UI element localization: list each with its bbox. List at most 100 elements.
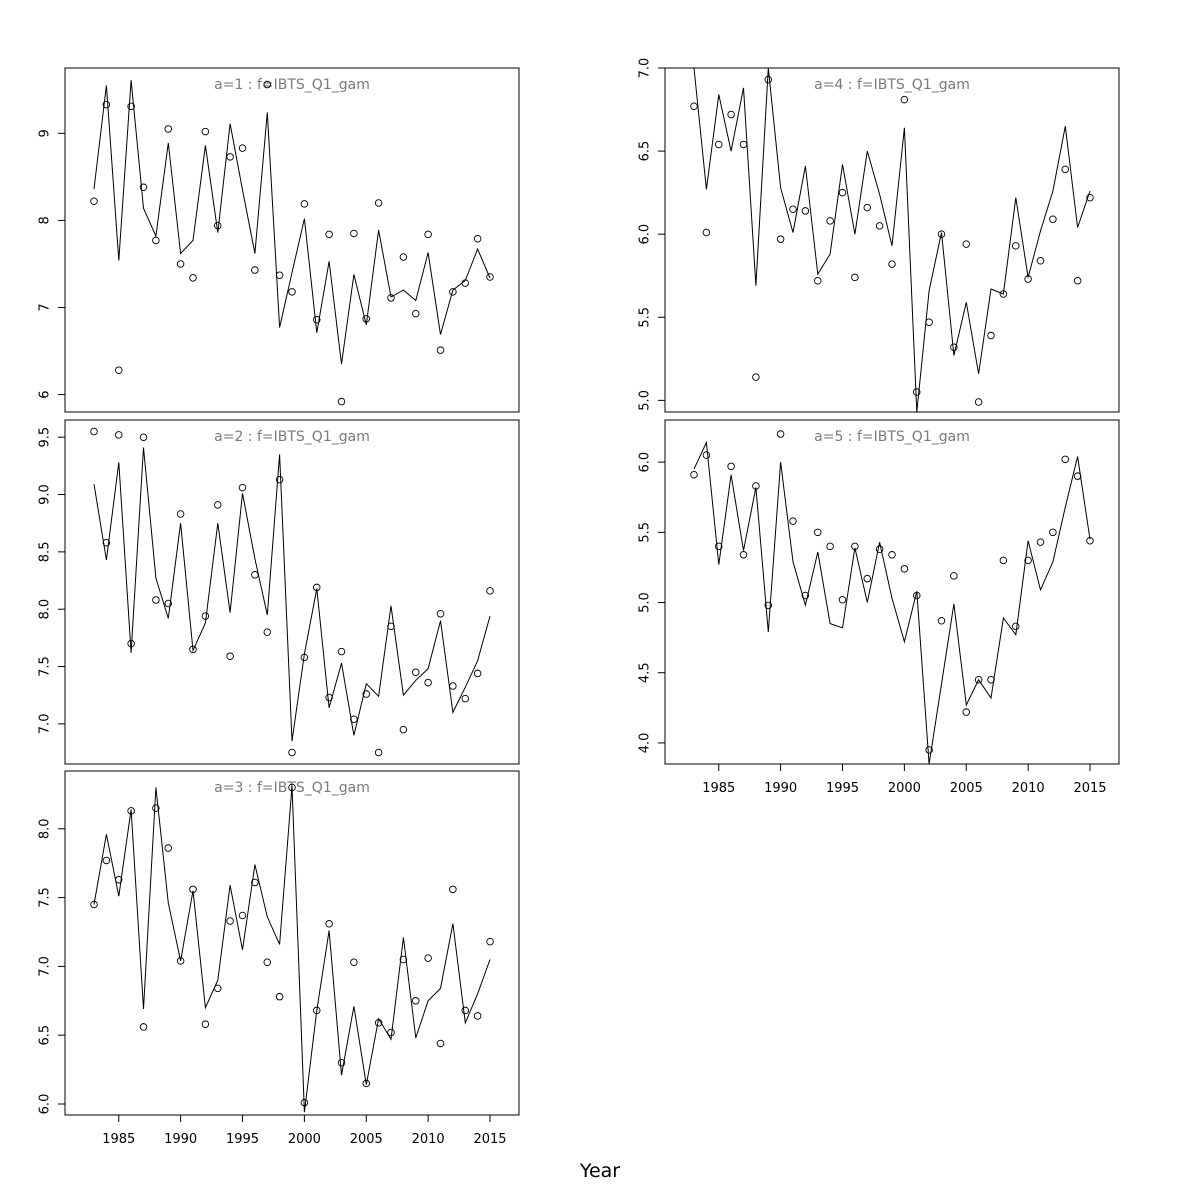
observed-point <box>374 748 383 757</box>
observed-point <box>702 451 711 459</box>
y-tick-label: 5.0 <box>638 390 653 411</box>
observed-point <box>300 200 309 208</box>
observed-point <box>690 471 698 479</box>
observed-point <box>374 199 383 207</box>
x-tick-label: 2010 <box>412 1132 445 1147</box>
data-layer <box>90 783 494 1113</box>
observed-point <box>374 1019 383 1027</box>
observed-point <box>362 315 371 323</box>
observed-point <box>189 645 197 654</box>
data-layer <box>90 427 494 757</box>
observed-point <box>863 203 872 212</box>
observed-point <box>226 652 234 660</box>
y-tick-label: 6.0 <box>38 1094 53 1115</box>
plot-frame <box>64 419 520 765</box>
observed-point <box>727 110 735 119</box>
observed-point <box>399 955 408 964</box>
observed-point <box>325 230 333 239</box>
observed-point <box>449 682 457 690</box>
observed-point <box>424 678 432 687</box>
plot-frame <box>664 67 1120 413</box>
observed-point <box>888 551 896 559</box>
observed-point <box>127 639 135 648</box>
observed-point <box>950 343 958 351</box>
panel-title: a=1 : f=IBTS_Q1_gam <box>214 77 370 93</box>
observed-point <box>715 542 723 551</box>
data-layer <box>690 430 1094 764</box>
observed-point <box>962 708 971 716</box>
observed-point <box>999 556 1008 565</box>
observed-point <box>925 318 933 327</box>
observed-point <box>851 273 859 282</box>
observed-point <box>900 95 909 104</box>
observed-point <box>412 668 420 677</box>
observed-point <box>387 1028 395 1037</box>
observed-point <box>251 266 259 274</box>
observed-point <box>937 617 946 625</box>
observed-point <box>826 217 834 225</box>
plot-frame <box>64 770 520 1116</box>
observed-point <box>1061 165 1069 174</box>
observed-point <box>139 1023 148 1031</box>
observed-point <box>275 475 284 484</box>
x-tick-label: 1990 <box>164 1132 197 1147</box>
observed-point <box>950 572 958 580</box>
observed-point <box>164 844 172 852</box>
observed-point <box>114 875 123 884</box>
y-tick-label: 7 <box>38 303 53 311</box>
observed-point <box>424 954 432 962</box>
observed-point <box>300 1098 309 1107</box>
observed-point <box>875 222 884 230</box>
y-tick-label: 7.0 <box>38 714 53 735</box>
observed-point <box>263 628 272 636</box>
x-axis-title: Year <box>579 1160 621 1182</box>
observed-point <box>176 957 185 965</box>
panel-title: a=2 : f=IBTS_Q1_gam <box>214 429 370 445</box>
observed-point <box>875 545 884 553</box>
observed-point <box>486 937 494 946</box>
observed-point <box>1049 215 1057 223</box>
observed-point <box>789 205 797 214</box>
observed-point <box>399 253 408 261</box>
data-layer <box>690 68 1094 412</box>
observed-point <box>937 230 946 238</box>
observed-point <box>362 1079 371 1088</box>
observed-point <box>888 260 896 268</box>
y-tick-label: 6.5 <box>638 141 653 162</box>
observed-point <box>213 221 222 230</box>
observed-point <box>313 583 321 592</box>
observed-point <box>387 622 395 631</box>
observed-point <box>300 653 309 662</box>
observed-point <box>974 398 983 406</box>
plot-frame <box>64 67 520 413</box>
observed-point <box>90 197 98 205</box>
observed-point <box>987 331 995 340</box>
observed-point <box>238 144 247 152</box>
observed-point <box>486 273 494 281</box>
y-tick-label: 7.5 <box>38 656 53 677</box>
observed-point <box>461 694 470 703</box>
x-tick-label: 1995 <box>826 781 859 796</box>
observed-point <box>337 647 346 656</box>
observed-point <box>139 433 148 441</box>
observed-point <box>213 501 222 509</box>
x-tick-label: 2015 <box>1073 781 1106 796</box>
observed-point <box>288 748 296 757</box>
fitted-line <box>693 68 1091 412</box>
observed-point <box>362 690 371 698</box>
observed-point <box>962 240 971 248</box>
observed-point <box>139 183 148 192</box>
observed-point <box>715 140 723 149</box>
observed-point <box>702 228 711 237</box>
observed-point <box>313 1006 321 1015</box>
observed-point <box>1036 538 1045 546</box>
observed-point <box>263 80 272 89</box>
observed-point <box>776 235 785 243</box>
observed-point <box>752 373 760 381</box>
y-tick-label: 9.5 <box>38 427 53 448</box>
observed-point <box>987 676 995 684</box>
observed-point <box>152 596 160 604</box>
observed-point <box>838 188 847 197</box>
observed-point <box>102 538 111 547</box>
